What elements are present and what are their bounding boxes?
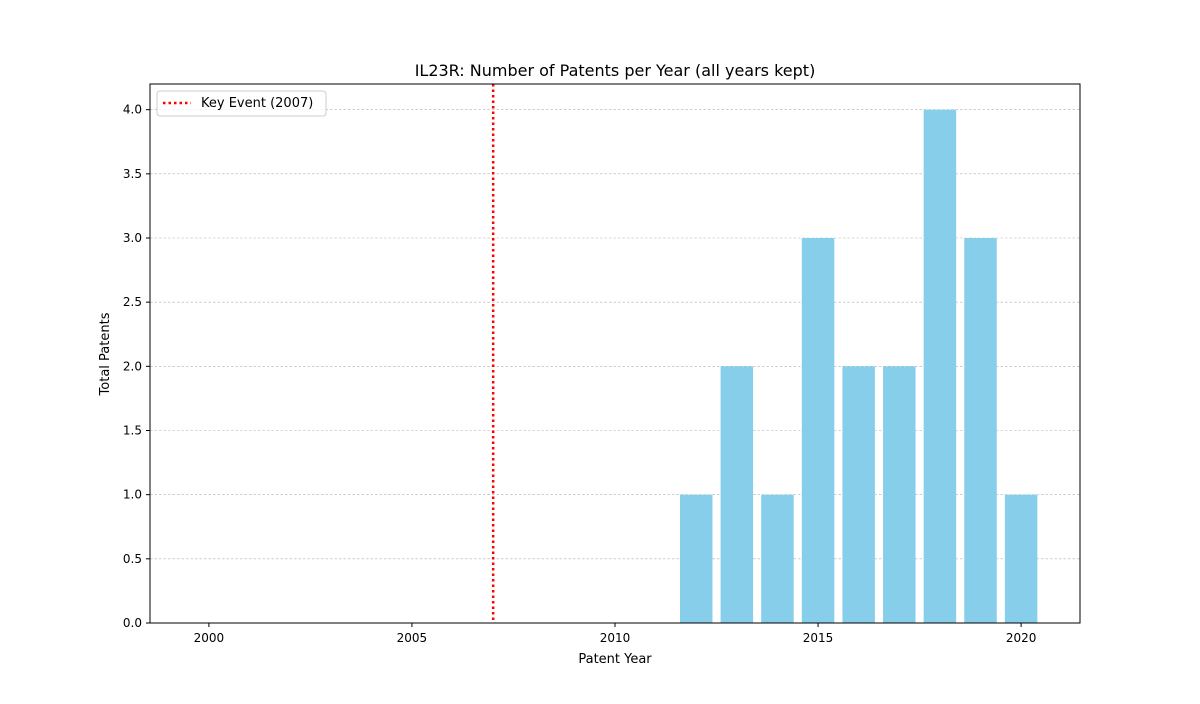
- legend-label-key-event: Key Event (2007): [201, 96, 313, 111]
- y-tick-label-4: 2.0: [123, 359, 142, 373]
- x-tick-label-2010: 2010: [600, 631, 631, 645]
- bar-2019: [964, 238, 996, 623]
- bar-2013: [721, 366, 753, 623]
- x-tick-label-2000: 2000: [194, 631, 225, 645]
- y-tick-label-1: 0.5: [123, 552, 142, 566]
- y-tick-label-3: 1.5: [123, 424, 142, 438]
- x-axis-label: Patent Year: [578, 652, 652, 667]
- bar-2015: [802, 238, 834, 623]
- x-tick-label-2020: 2020: [1006, 631, 1037, 645]
- x-tick-label-2015: 2015: [803, 631, 834, 645]
- y-axis-label: Total Patents: [98, 312, 113, 396]
- legend: Key Event (2007): [157, 91, 326, 116]
- y-tick-label-2: 1.0: [123, 488, 142, 502]
- y-tick-label-5: 2.5: [123, 295, 142, 309]
- bar-2014: [761, 495, 793, 623]
- bar-2017: [883, 366, 915, 623]
- bar-2018: [924, 110, 956, 623]
- bar-2012: [680, 495, 712, 623]
- y-tick-label-0: 0.0: [123, 616, 142, 630]
- y-tick-label-8: 4.0: [123, 103, 142, 117]
- chart-title: IL23R: Number of Patents per Year (all y…: [415, 61, 816, 80]
- x-tick-label-2005: 2005: [397, 631, 428, 645]
- y-tick-label-6: 3.0: [123, 231, 142, 245]
- y-axis-ticks: 0.0 0.5 1.0 1.5 2.0 2.5 3.0 3.5 4.0: [123, 103, 150, 630]
- bar-2016: [842, 366, 874, 623]
- bar-2020: [1005, 495, 1037, 623]
- y-tick-label-7: 3.5: [123, 167, 142, 181]
- x-axis-ticks: 2000 2005 2010 2015 2020: [194, 623, 1037, 645]
